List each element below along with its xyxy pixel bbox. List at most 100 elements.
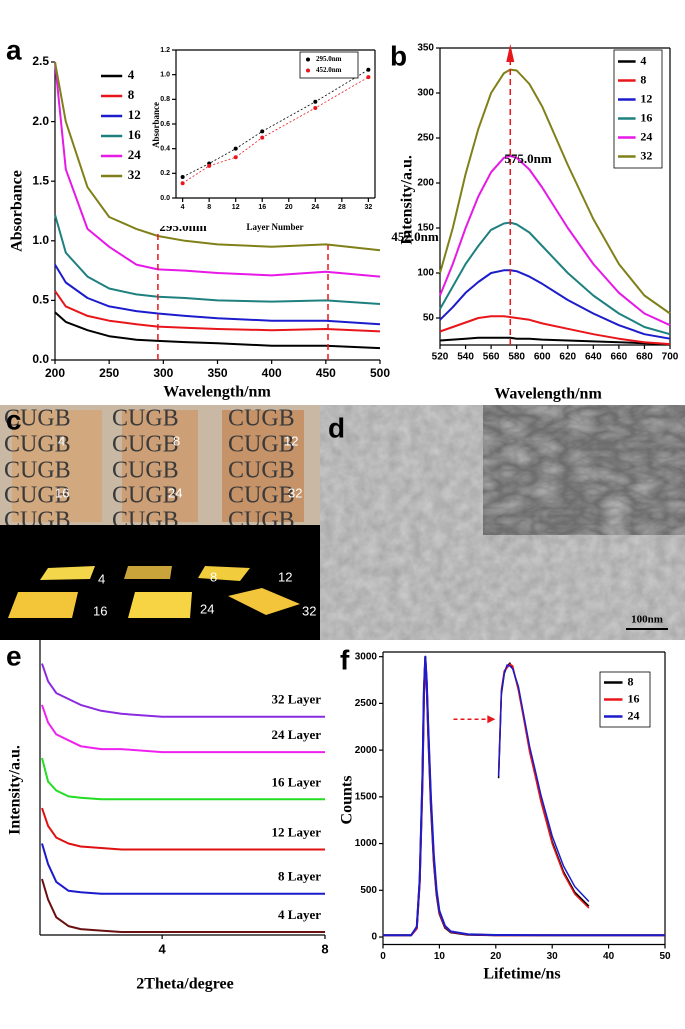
- watermark: CUGB: [112, 406, 179, 432]
- x-tick-label: 28: [338, 204, 346, 211]
- series-label: 8 Layer: [278, 869, 321, 884]
- x-tick-label: 660: [611, 352, 628, 363]
- photo-panel: CUGB CUGB CUGB CUGB CUGB CUGB CUGB CUGB …: [0, 405, 320, 640]
- legend-label: 16: [640, 110, 652, 124]
- point: [180, 175, 185, 180]
- x-tick-label: 32: [364, 204, 372, 211]
- series-line: [41, 843, 325, 895]
- watermark: CUGB: [4, 432, 71, 458]
- x-tick-label: 540: [457, 352, 474, 363]
- slide: [122, 410, 198, 522]
- point: [313, 105, 318, 110]
- x-axis-label: 2Theta/degree: [136, 976, 233, 993]
- x-tick-label: 620: [559, 352, 576, 363]
- x-tick-label: 20: [285, 204, 293, 211]
- y-tick-label: 300: [417, 88, 434, 99]
- sample-label: 16: [55, 485, 69, 500]
- watermark: CUGB: [4, 458, 71, 484]
- x-tick-label: 300: [153, 366, 173, 380]
- y-axis-label: Absorbance: [151, 102, 161, 148]
- x-tick-label: 680: [636, 352, 653, 363]
- legend-label: 12: [640, 91, 652, 105]
- sample-label: 32: [288, 485, 302, 500]
- series-label: 4 Layer: [278, 907, 321, 922]
- watermark: CUGB: [112, 458, 179, 484]
- series-line: [439, 269, 671, 340]
- y-tick-label: 1.0: [160, 72, 170, 79]
- legend-label: 8: [640, 72, 646, 86]
- annotation: 452.0nm: [391, 229, 438, 244]
- dark-background: [0, 525, 320, 640]
- y-axis-label: Intensity/a.u.: [7, 745, 24, 835]
- x-tick-label: 4: [159, 941, 167, 956]
- legend-label: 24: [640, 129, 652, 143]
- y-axis-label: Absorbance: [9, 170, 26, 252]
- point: [260, 129, 265, 134]
- x-tick-label: 8: [321, 941, 328, 956]
- x-tick-label: 4: [181, 204, 185, 211]
- point: [366, 75, 371, 80]
- legend-label: 4: [640, 53, 646, 67]
- legend-box: [299, 51, 359, 79]
- series-line: [439, 221, 671, 336]
- y-tick-label: 100: [417, 268, 434, 279]
- sample-label: 8: [173, 433, 180, 448]
- x-tick-label: 16: [258, 204, 266, 211]
- slide: [198, 566, 250, 581]
- panel-label: e: [6, 640, 22, 671]
- series-line: [439, 155, 671, 327]
- point: [207, 163, 212, 168]
- x-tick-label: 24: [311, 204, 319, 211]
- y-tick-label: 0.0: [160, 195, 170, 202]
- series-line: [54, 264, 381, 326]
- y-tick-label: 250: [417, 133, 434, 144]
- point: [366, 67, 371, 72]
- legend-label: 24: [628, 708, 640, 722]
- y-tick-label: 0.5: [32, 293, 49, 307]
- x-tick-label: 640: [585, 352, 602, 363]
- legend-label: 8: [128, 87, 135, 102]
- legend-marker: [306, 57, 310, 62]
- panel-label: d: [328, 412, 345, 443]
- series-line: [54, 290, 381, 333]
- x-axis-label: Wavelength/nm: [163, 384, 271, 401]
- sample-label: 4: [98, 571, 105, 586]
- legend-label: 24: [128, 147, 142, 162]
- y-tick-label: 350: [417, 43, 434, 54]
- x-tick-label: 40: [603, 951, 615, 962]
- x-tick-label: 700: [662, 352, 679, 363]
- point: [180, 181, 185, 186]
- inset-line: [497, 663, 590, 909]
- x-tick-label: 250: [99, 366, 119, 380]
- series-label: 16 Layer: [272, 774, 322, 789]
- watermark: CUGB: [228, 432, 295, 458]
- x-tick-label: 30: [547, 951, 559, 962]
- x-axis-label: Wavelength/nm: [494, 386, 602, 403]
- inset-line: [497, 661, 590, 907]
- watermarks: CUGB CUGB CUGB CUGB CUGB CUGB CUGB CUGB …: [4, 406, 295, 534]
- sample-label: 24: [200, 601, 214, 616]
- sample-label: 24: [168, 485, 182, 500]
- x-tick-label: 10: [434, 951, 446, 962]
- legend-label: 12: [128, 107, 141, 122]
- x-tick-label: 8: [207, 204, 211, 211]
- x-tick-label: 0: [380, 951, 386, 962]
- sample-label: 12: [284, 433, 298, 448]
- panel-label: c: [6, 404, 22, 435]
- series-line: [383, 655, 665, 937]
- slide: [8, 592, 78, 618]
- slide: [40, 566, 95, 580]
- series-line: [54, 214, 381, 305]
- series-line: [439, 68, 671, 315]
- legend-label: 32: [640, 148, 652, 162]
- sample-label: 32: [302, 603, 316, 618]
- legend-label: 32: [128, 167, 141, 182]
- y-tick-label: 0.6: [160, 121, 170, 128]
- sem-panel: 100nm: [320, 405, 685, 640]
- y-tick-label: 1.5: [32, 173, 49, 187]
- x-tick-label: 600: [534, 352, 551, 363]
- fit-line: [182, 76, 369, 184]
- series-label: 24 Layer: [272, 727, 322, 742]
- y-tick-label: 2000: [355, 745, 378, 756]
